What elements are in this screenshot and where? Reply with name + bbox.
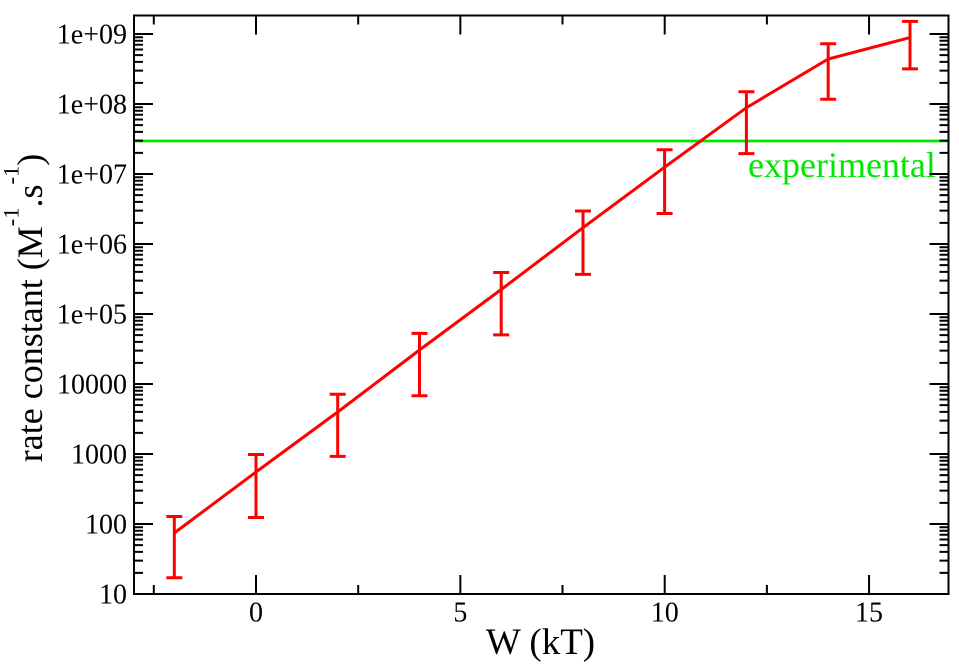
svg-text:W (kT): W (kT) [486, 622, 595, 663]
svg-text:1e+06: 1e+06 [57, 230, 127, 261]
svg-text:5: 5 [453, 598, 467, 629]
svg-text:10000: 10000 [57, 370, 127, 401]
svg-text:1000: 1000 [71, 440, 127, 471]
svg-text:10: 10 [651, 598, 679, 629]
svg-text:experimental: experimental [748, 145, 936, 185]
svg-text:1e+07: 1e+07 [57, 160, 127, 191]
svg-text:10: 10 [99, 580, 127, 611]
svg-text:15: 15 [855, 598, 883, 629]
svg-text:100: 100 [85, 510, 127, 541]
svg-text:1e+08: 1e+08 [57, 90, 127, 121]
svg-text:1e+09: 1e+09 [57, 20, 127, 51]
svg-text:1e+05: 1e+05 [57, 300, 127, 331]
svg-text:0: 0 [249, 598, 263, 629]
